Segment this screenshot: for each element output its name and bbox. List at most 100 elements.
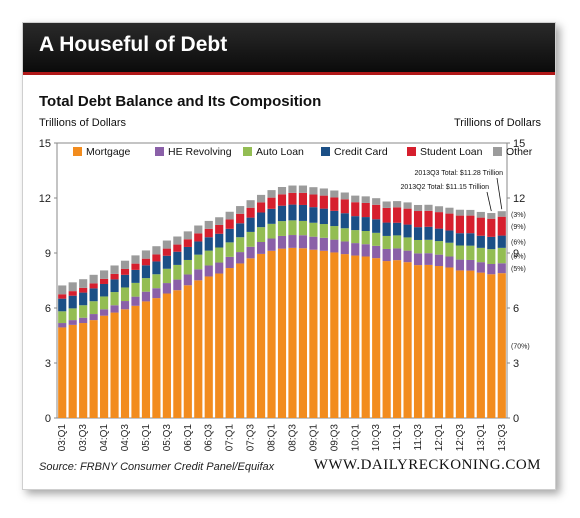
bar-segment-other — [183, 231, 192, 240]
bar-segment-mortgage — [215, 273, 224, 418]
bar-segment-auto-loan — [183, 259, 192, 275]
bar-segment-he-revolving — [183, 274, 192, 286]
bar-segment-mortgage — [141, 301, 151, 418]
bar-segment-credit-card — [288, 204, 297, 221]
bar-segment-student-loan — [225, 219, 234, 229]
bar-segment-other — [236, 206, 245, 214]
bar-segment-mortgage — [476, 272, 485, 418]
bar-segment-auto-loan — [298, 220, 308, 236]
bar-segment-mortgage — [445, 267, 454, 418]
bar-segment-credit-card — [487, 236, 496, 250]
bar-segment-other — [476, 211, 485, 218]
bar-segment-auto-loan — [277, 221, 287, 236]
annotation-arrow-2013q3 — [496, 177, 503, 210]
bar-segment-he-revolving — [162, 283, 171, 294]
y-tick-label-right: 3 — [513, 358, 519, 370]
bar-segment-credit-card — [382, 222, 391, 236]
bar-segment-credit-card — [340, 213, 349, 229]
bar-segment-other — [225, 211, 234, 220]
bar-segment-mortgage — [351, 255, 360, 418]
x-tick-label: 05:Q1 — [141, 424, 152, 452]
bar-segment-he-revolving — [445, 256, 454, 268]
bar-segment-mortgage — [183, 285, 192, 418]
bar-segment-mortgage — [246, 258, 255, 418]
stacked-bar-chart: 0 0 3 3 6 6 9 9 12 12 15 15 03:Q1 03:Q3 04:Q1 04:Q3 05:Q… — [39, 138, 533, 452]
bar-segment-auto-loan — [476, 247, 485, 263]
bar-segment-auto-loan — [445, 242, 454, 257]
bar-segment-he-revolving — [89, 314, 98, 321]
x-tick-label: 07:Q3 — [246, 424, 257, 452]
x-tick-label: 13:Q3 — [497, 424, 508, 452]
bar-segment-mortgage — [68, 324, 77, 418]
bar-segment-he-revolving — [476, 262, 485, 273]
x-tick-label: 07:Q1 — [225, 424, 236, 452]
bar-segment-credit-card — [225, 228, 234, 243]
bar-segment-credit-card — [79, 292, 88, 306]
bar-segment-student-loan — [215, 224, 224, 234]
bar-segment-auto-loan — [120, 287, 130, 302]
bar-segment-he-revolving — [79, 317, 88, 324]
bar-segment-credit-card — [131, 269, 140, 283]
bar-segment-credit-card — [497, 235, 506, 248]
x-tick-label: 09:Q1 — [308, 424, 319, 452]
bar-segment-student-loan — [487, 218, 496, 237]
bar-segment-other — [162, 240, 171, 249]
x-tick-label: 03:Q1 — [57, 424, 68, 452]
bar-segment-credit-card — [330, 210, 339, 227]
bar-segment-other — [309, 187, 318, 195]
y-tick-label-right: 12 — [513, 193, 525, 205]
x-tick-label: 10:Q1 — [350, 424, 361, 452]
bar-segment-auto-loan — [79, 305, 88, 318]
bar-segment-mortgage — [152, 298, 161, 418]
source-note: Source: FRBNY Consumer Credit Panel/Equi… — [39, 461, 275, 473]
bar-segment-auto-loan — [68, 308, 77, 321]
bar-segment-student-loan — [455, 215, 464, 234]
bar-segment-other — [455, 209, 464, 216]
bar-segment-mortgage — [487, 274, 496, 418]
bar-segment-credit-card — [162, 255, 171, 269]
bar-segment-other — [487, 213, 496, 219]
bar-segment-other — [393, 201, 402, 208]
y-axis-label-right: Trillions of Dollars — [453, 117, 541, 129]
bar-segment-auto-loan — [141, 278, 151, 292]
y-tick-label-left: 0 — [45, 413, 51, 425]
bar-segment-credit-card — [424, 226, 433, 240]
bar-segment-student-loan — [152, 254, 161, 262]
bar-segment-other — [79, 279, 88, 288]
bar-segment-he-revolving — [424, 253, 433, 265]
bar-segment-credit-card — [204, 237, 213, 251]
bar-segment-other — [361, 196, 370, 203]
bar-segment-credit-card — [183, 246, 192, 260]
bar-segment-he-revolving — [361, 244, 370, 257]
bar-segment-auto-loan — [330, 226, 339, 240]
bar-segment-student-loan — [256, 202, 266, 213]
legend-label: HE Revolving — [168, 146, 232, 158]
bar-segment-he-revolving — [298, 235, 308, 249]
share-label: (8%) — [511, 254, 526, 261]
bar-segment-credit-card — [403, 224, 412, 238]
bar-segment-auto-loan — [58, 311, 67, 324]
bar-segment-mortgage — [236, 263, 245, 418]
bar-segment-credit-card — [309, 207, 318, 223]
bar-segment-mortgage — [413, 265, 423, 418]
bar-segment-student-loan — [403, 208, 412, 225]
legend-swatch-he-revolving — [155, 147, 164, 156]
bar-segment-he-revolving — [100, 309, 109, 316]
bar-segment-student-loan — [162, 248, 171, 256]
bar-segment-student-loan — [58, 294, 67, 299]
bar-segment-auto-loan — [466, 245, 475, 260]
legend-swatch-auto-loan — [243, 147, 252, 156]
bar-segment-student-loan — [497, 216, 506, 236]
bar-segment-other — [298, 185, 308, 193]
bar-segment-he-revolving — [319, 237, 328, 251]
y-tick-label-left: 6 — [45, 303, 51, 315]
bar-segment-student-loan — [298, 192, 308, 205]
x-tick-label: 13:Q1 — [476, 424, 487, 452]
bar-segment-student-loan — [361, 202, 370, 218]
bar-segment-auto-loan — [434, 241, 444, 255]
bar-segment-credit-card — [68, 295, 77, 309]
bar-segment-student-loan — [204, 228, 213, 238]
share-label: (3%) — [511, 212, 526, 219]
bar-segment-credit-card — [58, 298, 67, 312]
bar-segment-other — [277, 187, 287, 195]
